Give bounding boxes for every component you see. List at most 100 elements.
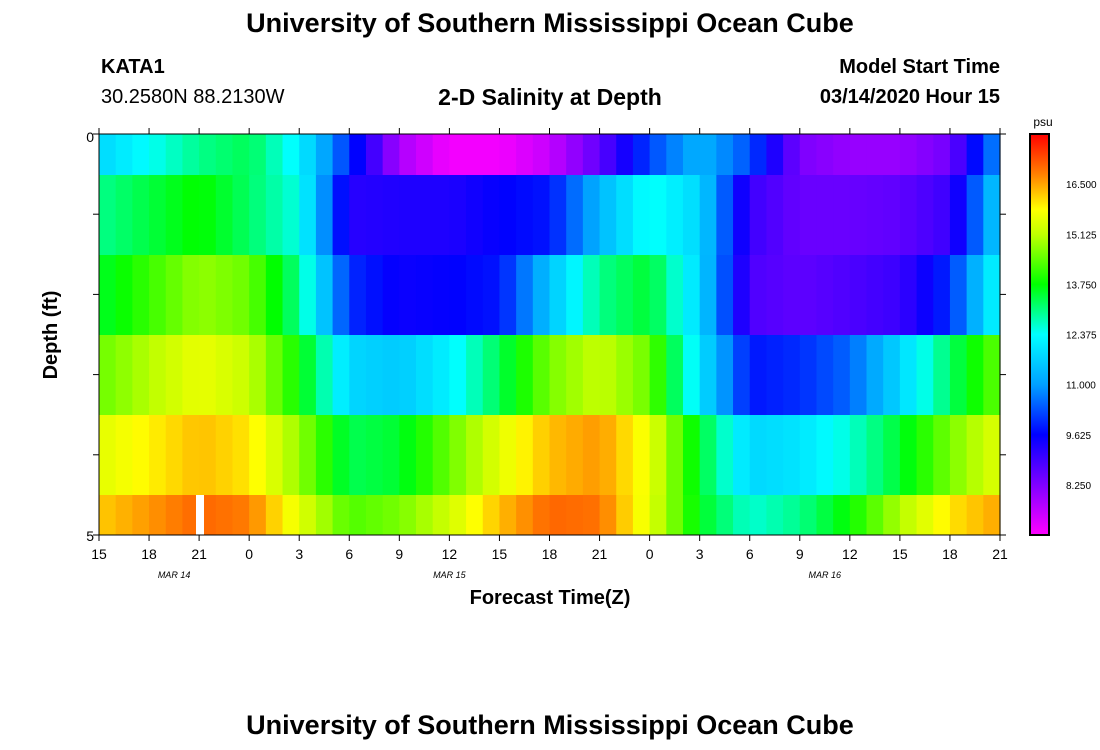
heatmap-cell (916, 134, 934, 175)
heatmap-cell (799, 335, 818, 415)
heatmap-cell (649, 495, 667, 535)
heatmap-cell (699, 175, 717, 255)
heatmap-cell (699, 495, 717, 535)
heatmap-cell (365, 495, 384, 535)
heatmap-cell (883, 495, 901, 535)
heatmap-cell (716, 134, 734, 175)
y-tick-label-bottom: 5 (86, 528, 94, 544)
heatmap-cell (499, 335, 517, 415)
heatmap-cell (549, 175, 567, 255)
date-labels: MAR 14 MAR 15 MAR 16 (158, 570, 841, 580)
heatmap-cell (616, 415, 634, 495)
heatmap-cell (232, 255, 250, 335)
heatmap-cell (716, 255, 734, 335)
heatmap-cell (482, 335, 501, 415)
x-tick-label: 6 (345, 546, 353, 562)
heatmap-cell (966, 415, 984, 495)
x-tick-label: 6 (746, 546, 754, 562)
heatmap-cell (866, 175, 884, 255)
x-tick-label: 21 (992, 546, 1008, 562)
heatmap-cell (232, 415, 250, 495)
heatmap-cell (349, 255, 367, 335)
heatmap-cell (115, 255, 133, 335)
station-id: KATA1 (101, 56, 165, 78)
heatmap-cell (165, 255, 184, 335)
heatmap-cell (132, 134, 150, 175)
x-tick-label: 18 (942, 546, 958, 562)
heatmap-cell (733, 495, 751, 535)
heatmap-cell (599, 175, 617, 255)
heatmap-cell (132, 255, 150, 335)
heatmap-cell (816, 495, 834, 535)
heatmap-cell (933, 255, 951, 335)
heatmap-cell (99, 495, 117, 535)
heatmap-cell (549, 335, 567, 415)
heatmap-cell (716, 415, 734, 495)
heatmap-cell (899, 255, 918, 335)
heatmap-cell (215, 255, 234, 335)
heatmap-cell (416, 255, 434, 335)
heatmap-cell (466, 495, 484, 535)
heatmap-cell (883, 175, 901, 255)
heatmap-cell (199, 415, 217, 495)
heatmap-cell (899, 415, 918, 495)
heatmap-cell (349, 335, 367, 415)
heatmap-cell (249, 134, 267, 175)
heatmap-cell (983, 134, 1001, 175)
colorbar-tick-label: 15.125 (1066, 230, 1097, 241)
heatmap-cell (766, 415, 784, 495)
heatmap-cell (783, 255, 801, 335)
heatmap-cell (332, 134, 350, 175)
x-tick-label: 0 (646, 546, 654, 562)
heatmap-cell (849, 415, 868, 495)
heatmap-cell (916, 175, 934, 255)
heatmap-cell (599, 134, 617, 175)
heatmap-cell (315, 415, 334, 495)
heatmap-cell (232, 495, 250, 535)
heatmap-cells (99, 134, 1001, 535)
heatmap-cell (883, 134, 901, 175)
colorbar-tick-label: 9.625 (1066, 431, 1091, 442)
heatmap-cell (916, 415, 934, 495)
footer-title: University of Southern Mississippi Ocean… (246, 710, 854, 740)
heatmap-cell (749, 175, 768, 255)
heatmap-cell (115, 134, 133, 175)
heatmap-cell (666, 495, 684, 535)
heatmap-cell (399, 134, 417, 175)
heatmap-cell (532, 134, 551, 175)
heatmap-cell (249, 335, 267, 415)
heatmap-cell (432, 255, 450, 335)
heatmap-cell (115, 175, 133, 255)
heatmap-cell (399, 495, 417, 535)
heatmap-cell (666, 134, 684, 175)
heatmap-cell (549, 495, 567, 535)
heatmap-cell (532, 335, 551, 415)
heatmap-cell (265, 175, 284, 255)
heatmap-cell (382, 175, 400, 255)
heatmap-cell (165, 415, 184, 495)
heatmap-cell (416, 175, 434, 255)
heatmap-cell (482, 175, 501, 255)
heatmap-cell (299, 134, 317, 175)
heatmap-cell (833, 495, 851, 535)
heatmap-cell (466, 415, 484, 495)
x-tick-label: 3 (696, 546, 704, 562)
heatmap-cell (482, 134, 501, 175)
heatmap-cell (599, 495, 617, 535)
heatmap-cell (482, 495, 501, 535)
heatmap-cell (466, 175, 484, 255)
heatmap-cell (833, 255, 851, 335)
heatmap-cell (149, 134, 167, 175)
heatmap-cell (382, 415, 400, 495)
y-axis-label: Depth (ft) (40, 291, 62, 380)
heatmap-cell (949, 495, 968, 535)
heatmap-cell (733, 415, 751, 495)
heatmap-cell (766, 255, 784, 335)
heatmap-cell (449, 175, 467, 255)
heatmap-cell (566, 495, 584, 535)
heatmap-cell (282, 495, 300, 535)
y-tick-label-top: 0 (86, 129, 94, 145)
heatmap-cell (632, 495, 651, 535)
heatmap-cell (783, 335, 801, 415)
x-tick-label: 18 (141, 546, 157, 562)
